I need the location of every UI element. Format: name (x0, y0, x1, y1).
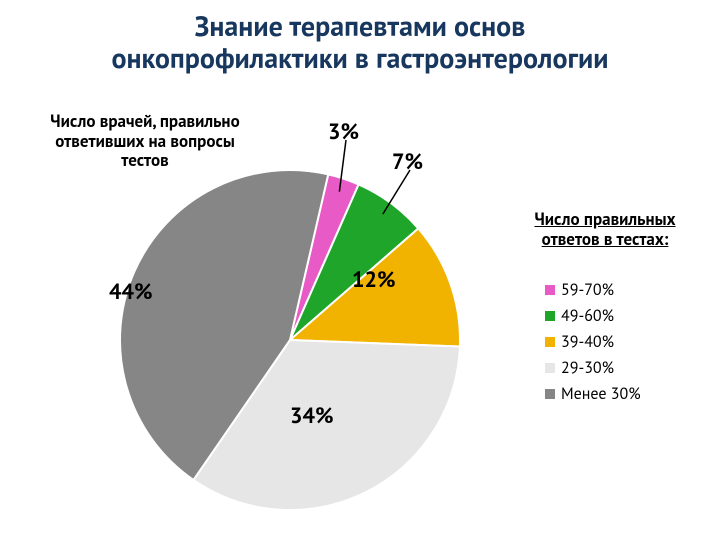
legend-swatch (545, 363, 555, 373)
legend-swatch (545, 285, 555, 295)
legend-item: 39-40% (545, 332, 641, 352)
legend-item: 29-30% (545, 358, 641, 378)
slice-label: 44% (109, 278, 152, 306)
slice-label: 3% (328, 118, 359, 146)
legend-swatch (545, 311, 555, 321)
chart-root: Знание терапевтами основ онкопрофилактик… (0, 0, 720, 540)
legend-title: Число правильных ответов в тестах: (505, 210, 705, 249)
legend-item: Менее 30% (545, 384, 641, 404)
legend-swatch (545, 337, 555, 347)
legend-label: Менее 30% (561, 384, 641, 404)
legend-label: 29-30% (561, 358, 614, 378)
legend-item: 49-60% (545, 306, 641, 326)
legend-swatch (545, 389, 555, 399)
legend-title-l2: ответов в тестах: (542, 228, 669, 250)
legend-label: 39-40% (561, 332, 614, 352)
legend-label: 49-60% (561, 306, 614, 326)
legend-label: 59-70% (561, 280, 614, 300)
slice-label: 12% (352, 266, 395, 294)
slice-label: 7% (392, 148, 423, 176)
legend: 59-70% 49-60% 39-40% 29-30% Менее 30% (545, 280, 641, 410)
slice-label: 34% (290, 402, 333, 430)
legend-item: 59-70% (545, 280, 641, 300)
